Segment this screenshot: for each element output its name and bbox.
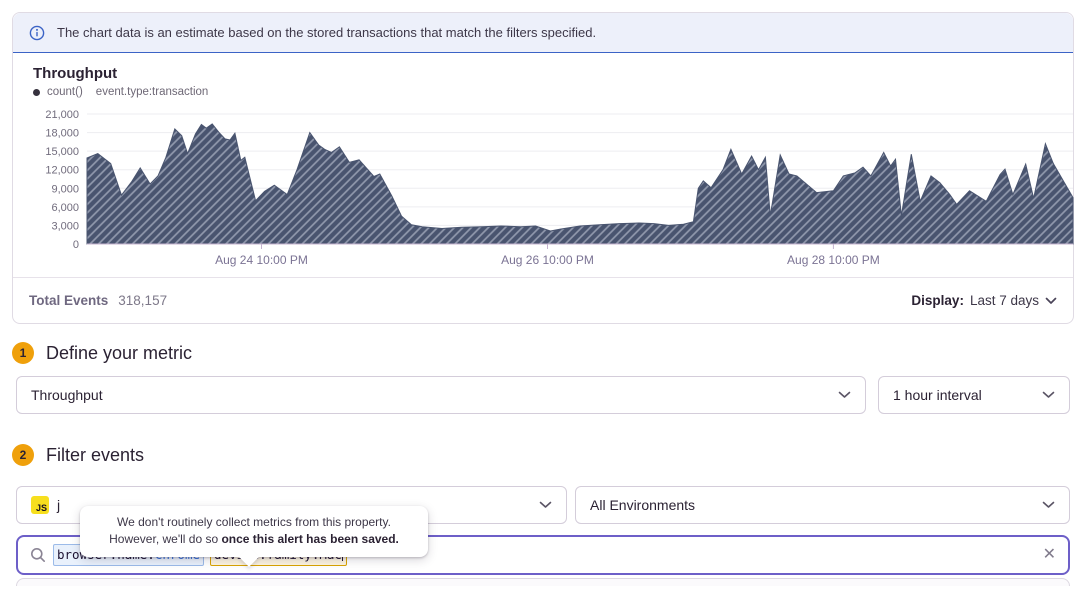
metric-select-value: Throughput bbox=[31, 387, 103, 403]
chart-card: The chart data is an estimate based on t… bbox=[12, 12, 1074, 324]
chevron-down-icon bbox=[539, 501, 552, 508]
legend-query: event.type:transaction bbox=[95, 86, 209, 98]
svg-text:Aug 26 10:00 PM: Aug 26 10:00 PM bbox=[501, 253, 594, 267]
step-2-badge: 2 bbox=[12, 444, 34, 466]
svg-text:6,000: 6,000 bbox=[51, 202, 79, 214]
interval-select-value: 1 hour interval bbox=[893, 387, 982, 403]
svg-text:21,000: 21,000 bbox=[45, 109, 79, 121]
chevron-down-icon bbox=[1042, 391, 1055, 398]
display-period-dropdown[interactable]: Display: Last 7 days bbox=[911, 293, 1057, 308]
banner-text: The chart data is an estimate based on t… bbox=[57, 25, 597, 40]
next-field-sliver bbox=[16, 578, 1070, 586]
throughput-chart: 0 3,000 6,000 9,000 12,000 15,000 18,000 21,000… bbox=[45, 109, 1074, 267]
chart-card-footer: Total Events 318,157 Display: Last 7 days bbox=[13, 277, 1073, 323]
step-1-title: Define your metric bbox=[46, 342, 193, 363]
svg-text:18,000: 18,000 bbox=[45, 128, 79, 140]
svg-text:Aug 28 10:00 PM: Aug 28 10:00 PM bbox=[787, 253, 880, 267]
svg-text:12,000: 12,000 bbox=[45, 165, 79, 177]
total-events-value: 318,157 bbox=[118, 292, 168, 308]
info-icon bbox=[29, 25, 45, 40]
chevron-down-icon bbox=[838, 391, 851, 398]
environment-select[interactable]: All Environments bbox=[575, 486, 1070, 524]
tooltip-line2: However, we'll do so bbox=[109, 532, 222, 547]
search-icon bbox=[31, 548, 45, 562]
total-events-label: Total Events bbox=[29, 292, 109, 308]
tooltip-line2-bold: once this alert has been saved. bbox=[221, 532, 399, 547]
svg-text:3,000: 3,000 bbox=[51, 220, 79, 232]
chevron-down-icon bbox=[1042, 501, 1055, 508]
legend-dot-icon bbox=[33, 88, 40, 96]
interval-select[interactable]: 1 hour interval bbox=[878, 376, 1070, 414]
step-1-badge: 1 bbox=[12, 342, 34, 364]
chart-title: Throughput bbox=[33, 65, 118, 82]
step-2-header: 2 Filter events bbox=[12, 444, 1074, 466]
filter-controls-row: JS j All Environments bbox=[16, 486, 1070, 524]
metrics-tooltip: We don't routinely collect metrics from … bbox=[80, 506, 428, 567]
svg-text:9,000: 9,000 bbox=[51, 183, 79, 195]
total-events: Total Events 318,157 bbox=[29, 292, 167, 310]
chevron-down-icon bbox=[1045, 297, 1057, 304]
svg-text:15,000: 15,000 bbox=[45, 146, 79, 158]
estimate-info-banner: The chart data is an estimate based on t… bbox=[13, 13, 1073, 53]
project-select-value: j bbox=[57, 497, 61, 513]
clear-search-icon[interactable]: ✕ bbox=[1042, 546, 1056, 563]
javascript-platform-icon: JS bbox=[31, 496, 49, 514]
tooltip-line1: We don't routinely collect metrics from … bbox=[117, 515, 391, 529]
step-1-header: 1 Define your metric bbox=[12, 342, 1074, 364]
step-2-title: Filter events bbox=[46, 444, 145, 465]
display-label: Display: bbox=[911, 293, 964, 308]
svg-text:Aug 24 10:00 PM: Aug 24 10:00 PM bbox=[215, 253, 308, 267]
environment-select-value: All Environments bbox=[590, 497, 696, 513]
svg-text:0: 0 bbox=[73, 239, 79, 251]
chart-body: Throughput count() event.type:transactio… bbox=[13, 53, 1074, 277]
metric-select[interactable]: Throughput bbox=[16, 376, 866, 414]
metric-controls-row: Throughput 1 hour interval bbox=[16, 376, 1070, 414]
chart-legend: count() event.type:transaction bbox=[27, 86, 1059, 98]
legend-series: count() bbox=[47, 86, 83, 98]
display-value: Last 7 days bbox=[969, 293, 1039, 308]
